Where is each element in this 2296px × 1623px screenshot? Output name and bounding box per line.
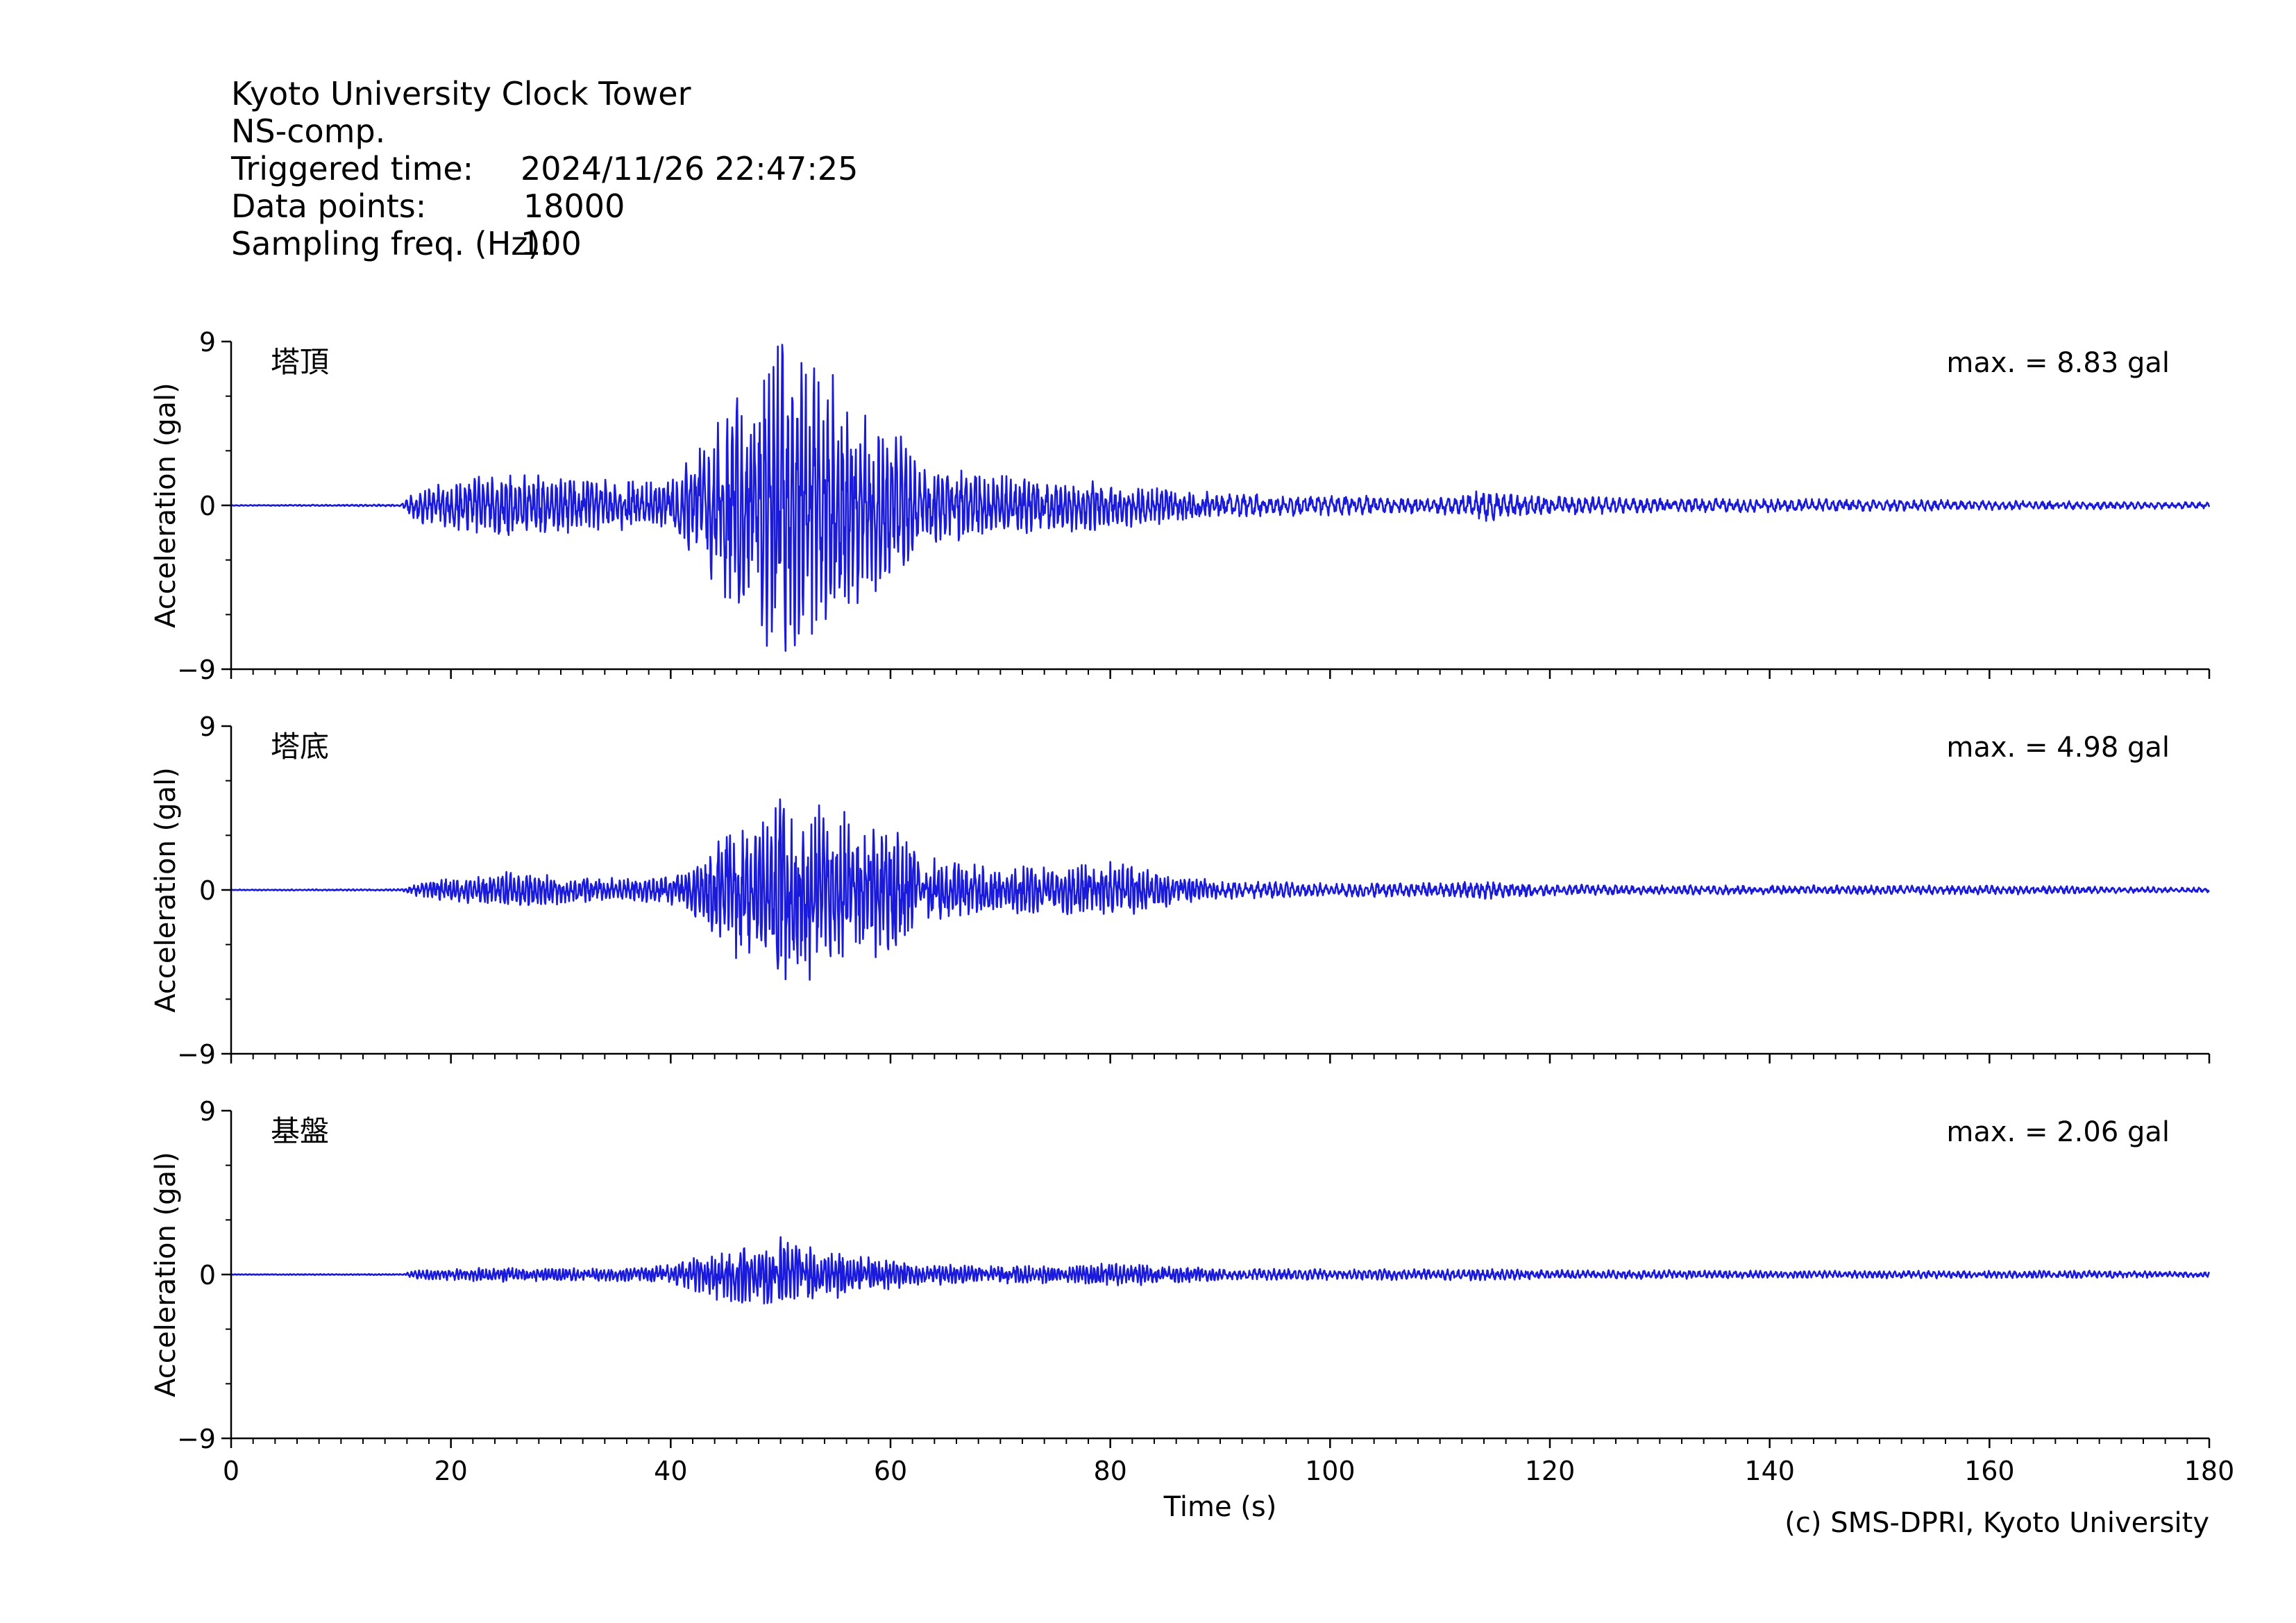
y-tick-label: 9 — [199, 712, 216, 742]
y-tick-label: 9 — [199, 1096, 216, 1127]
y-tick-label: 9 — [199, 327, 216, 358]
y-tick-label: 0 — [199, 491, 216, 521]
panel-label: 基盤 — [271, 1114, 329, 1148]
triggered-time-row: Triggered time: 2024/11/26 22:47:25 — [231, 150, 858, 187]
x-tick-label: 140 — [1744, 1456, 1795, 1486]
data-points-label: Data points: — [231, 187, 427, 225]
waveform-trace — [230, 344, 2211, 652]
y-tick-label: −9 — [177, 1039, 216, 1070]
x-tick-label: 100 — [1305, 1456, 1356, 1486]
y-axis-title: Acceleration (gal) — [150, 382, 182, 628]
station-name: Kyoto University Clock Tower — [231, 75, 691, 112]
x-tick-label: 0 — [223, 1456, 239, 1486]
data-points-value: 18000 — [523, 187, 625, 225]
data-points-row: Data points: 18000 — [231, 187, 858, 225]
credit-text: (c) SMS-DPRI, Kyoto University — [1784, 1507, 2209, 1539]
x-tick-label: 40 — [654, 1456, 687, 1486]
max-value-label: max. = 8.83 gal — [1946, 347, 2170, 379]
component-label: NS-comp. — [231, 112, 386, 150]
x-tick-label: 60 — [874, 1456, 907, 1486]
x-axis-title: Time (s) — [1163, 1491, 1277, 1523]
y-tick-label: 0 — [199, 1260, 216, 1290]
triggered-time-value: 2024/11/26 22:47:25 — [521, 150, 859, 187]
x-tick-label: 80 — [1093, 1456, 1126, 1486]
x-tick-label: 120 — [1525, 1456, 1576, 1486]
panel-label: 塔底 — [271, 730, 329, 764]
y-axis-title: Acceleration (gal) — [150, 767, 182, 1013]
sampling-freq-row: Sampling freq. (Hz):100 — [231, 225, 858, 262]
y-tick-label: −9 — [177, 655, 216, 685]
panel-2: 9 0 −9 Acceleration (gal) 塔底 max. = 4.98 gal — [150, 712, 2211, 1070]
sampling-freq-value: 100 — [521, 225, 582, 262]
record-header: Kyoto University Clock Tower NS-comp. Tr… — [231, 75, 858, 262]
waveform-trace — [230, 1236, 2211, 1304]
y-tick-label: −9 — [177, 1424, 216, 1454]
max-value-label: max. = 2.06 gal — [1946, 1116, 2170, 1148]
y-axis-title: Acceleration (gal) — [150, 1152, 182, 1397]
x-tick-label: 180 — [2184, 1456, 2235, 1486]
x-tick-label: 160 — [1964, 1456, 2015, 1486]
panel-label: 塔頂 — [271, 345, 329, 379]
waveform-trace — [230, 798, 2210, 981]
y-tick-label: 0 — [199, 875, 216, 906]
x-tick-label: 20 — [434, 1456, 467, 1486]
triggered-time-label: Triggered time: — [231, 150, 474, 187]
panel-1: 9 0 −9 Acceleration (gal) 塔頂 max. = 8.83 gal — [150, 327, 2211, 685]
max-value-label: max. = 4.98 gal — [1946, 732, 2170, 764]
